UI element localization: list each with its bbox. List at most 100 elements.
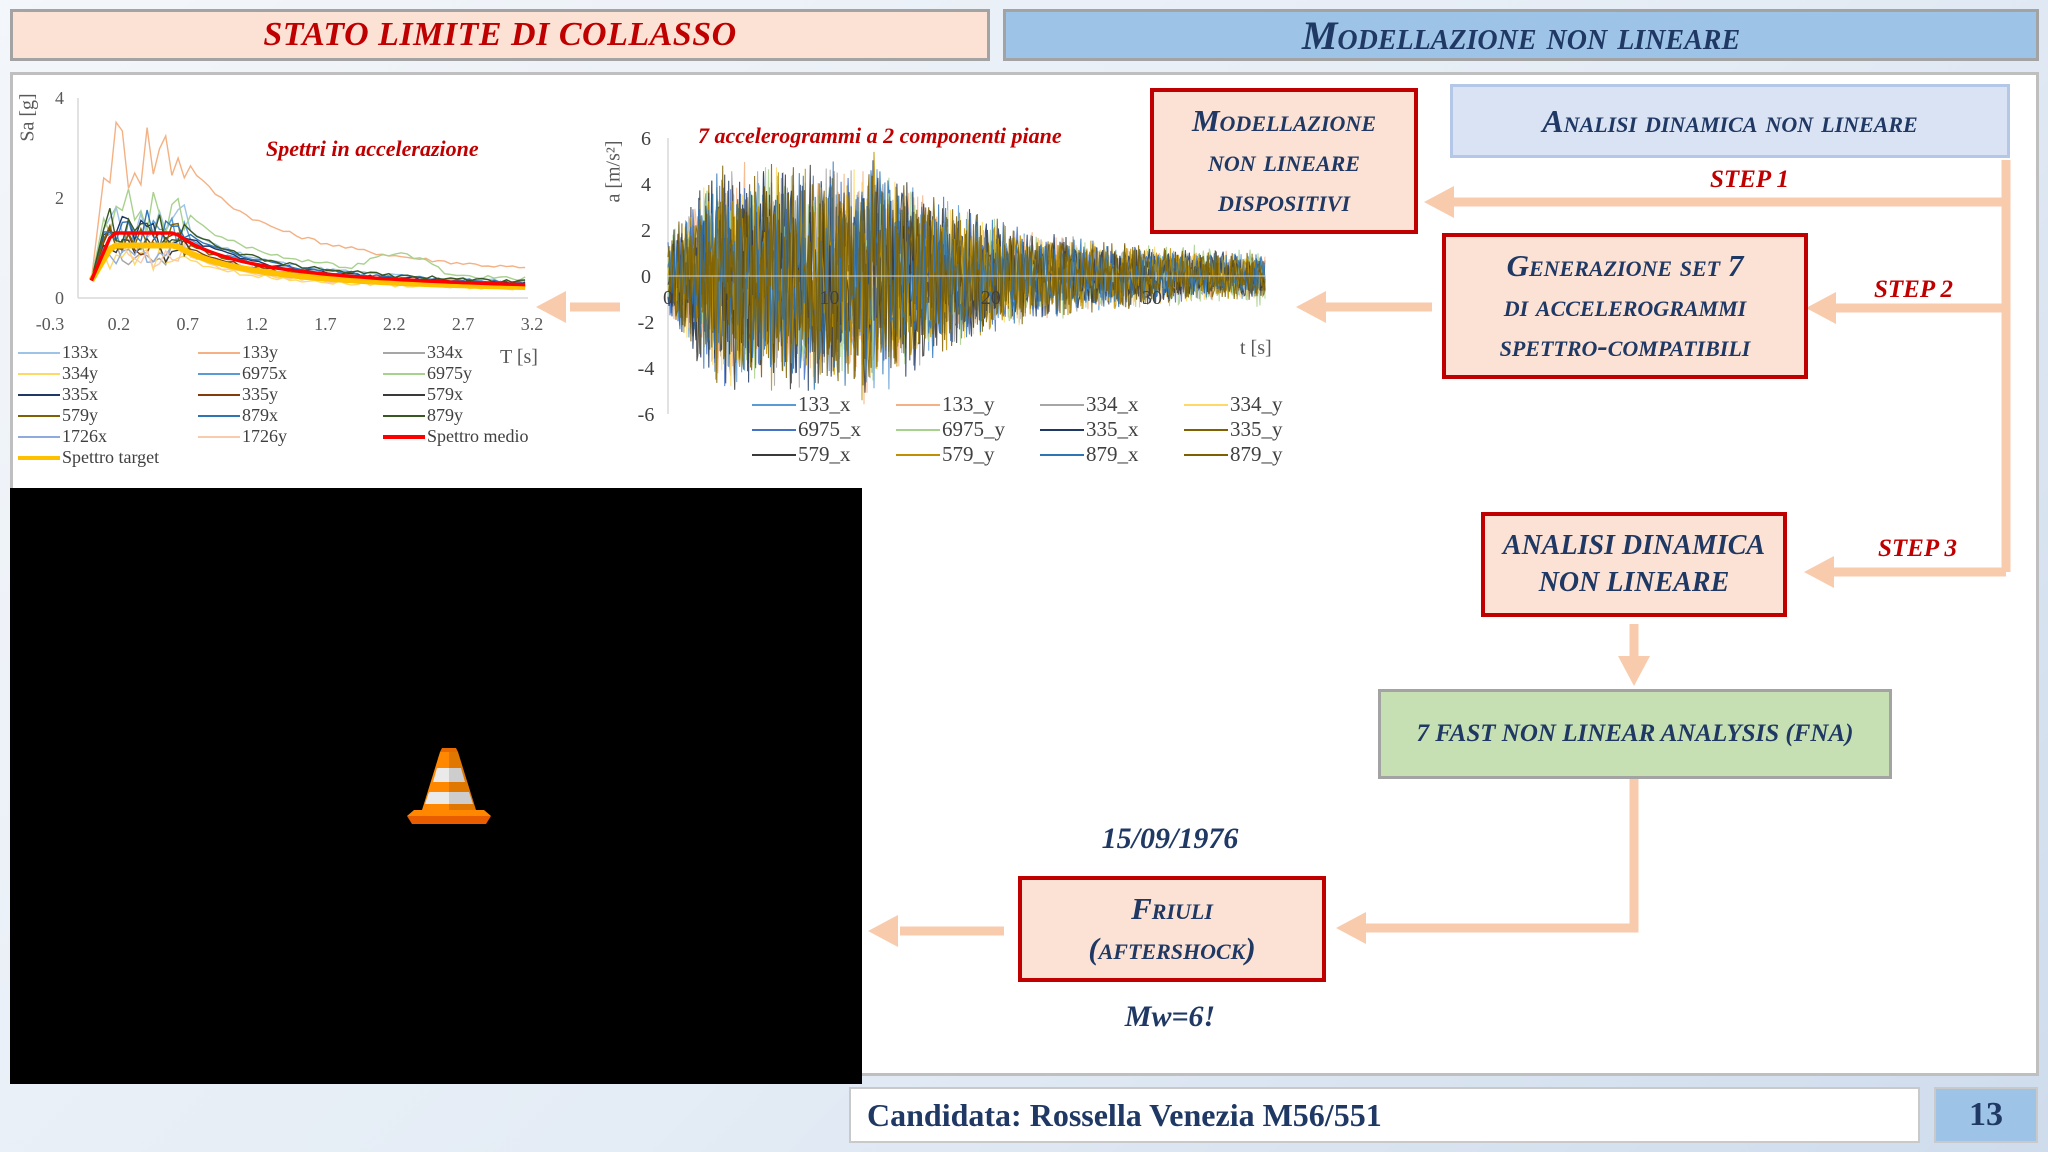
- legend-label: 133x: [62, 342, 98, 362]
- accel-legend: 133_x 133_y 334_x 334_y 6975_x 6975_y 335_x 335…: [752, 392, 1318, 467]
- accel-y-tick: -4: [638, 358, 655, 380]
- legend-label: 579x: [427, 384, 463, 404]
- accel-legend-item: 334_y: [1184, 392, 1318, 417]
- legend-label: 335_y: [1230, 417, 1283, 441]
- spectra-legend-item: 335y: [198, 384, 373, 405]
- spectra-legend-item: 1726x: [18, 426, 188, 447]
- spectra-chart: 4 2 0 -0.3 0.2 0.7 1.2 1.7 2.2 2.7 3.2: [36, 88, 544, 334]
- accel-legend-item: 133_x: [752, 392, 886, 417]
- legend-label: 6975x: [242, 363, 287, 383]
- generazione-text: Generazione set 7 di accelerogrammi spet…: [1499, 247, 1751, 364]
- legend-swatch: [198, 372, 240, 375]
- legend-swatch: [383, 372, 425, 375]
- accel-x-tick: 0: [663, 287, 673, 309]
- legend-label: 133y: [242, 342, 278, 362]
- spectra-x-axis-label: T [s]: [500, 346, 538, 368]
- spectra-x-tick: 0.7: [176, 314, 199, 334]
- legend-label: 1726y: [242, 426, 287, 446]
- legend-swatch: [896, 403, 940, 406]
- legend-swatch: [18, 372, 60, 375]
- legend-swatch: [752, 428, 796, 431]
- analisi-box: ANALISI DINAMICA NON LINEARE: [1481, 512, 1787, 617]
- vlc-cone-icon: [407, 748, 491, 824]
- legend-label: 879x: [242, 405, 278, 425]
- slide-topic-title: Modellazione non lineare: [1003, 9, 2039, 61]
- spectra-legend-item: 335x: [18, 384, 188, 405]
- legend-swatch: [198, 351, 240, 354]
- accel-y-tick: -2: [638, 312, 655, 334]
- legend-label: 334_x: [1086, 392, 1139, 416]
- spectra-y-tick: 4: [55, 88, 64, 108]
- accel-y-tick: 6: [641, 128, 651, 150]
- legend-label: 579_y: [942, 442, 995, 466]
- legend-swatch: [198, 393, 240, 396]
- spectra-legend-item: 334x: [383, 342, 558, 363]
- spectra-x-tick: 1.2: [245, 314, 267, 334]
- spectra-legend-item: 879x: [198, 405, 373, 426]
- accel-legend-item: 133_y: [896, 392, 1030, 417]
- accel-x-axis-label: t [s]: [1240, 337, 1272, 359]
- legend-swatch: [383, 434, 425, 439]
- spettro-target-line: [88, 242, 526, 290]
- accel-x-tick: 20: [981, 287, 1001, 309]
- legend-swatch: [198, 435, 240, 438]
- accel-y-tick: 0: [641, 266, 651, 288]
- legend-label: 133_x: [798, 392, 851, 416]
- legend-label: 6975_x: [798, 417, 861, 441]
- spectra-x-tick: 1.7: [314, 314, 337, 334]
- spectra-legend-item: 579y: [18, 405, 188, 426]
- legend-swatch: [1184, 428, 1228, 431]
- legend-swatch: [18, 393, 60, 396]
- legend-label: 579y: [62, 405, 98, 425]
- accel-y-tick: -6: [638, 404, 655, 426]
- modellazione-box: Modellazione non lineare dispositivi: [1150, 88, 1418, 234]
- accel-legend-item: 879_x: [1040, 442, 1174, 467]
- legend-label: 879_y: [1230, 442, 1283, 466]
- spectrum-133y: [90, 120, 526, 281]
- legend-label: 334_y: [1230, 392, 1283, 416]
- accel-chart-title: 7 accelerogrammi a 2 componenti piane: [698, 123, 1062, 148]
- legend-swatch: [1040, 403, 1084, 406]
- legend-label: 335y: [242, 384, 278, 404]
- accel-legend-item: 579_y: [896, 442, 1030, 467]
- legend-swatch: [752, 453, 796, 456]
- legend-swatch: [1184, 403, 1228, 406]
- legend-label: 579_x: [798, 442, 851, 466]
- spectra-y-tick: 2: [55, 188, 64, 208]
- legend-swatch: [896, 453, 940, 456]
- accel-x-tick: 30: [1142, 287, 1162, 309]
- legend-swatch: [752, 403, 796, 406]
- event-date: 15/09/1976: [1101, 822, 1239, 855]
- accel-legend-item: 334_x: [1040, 392, 1174, 417]
- video-player[interactable]: [10, 488, 862, 1084]
- step3-label: STEP 3: [1878, 535, 1957, 562]
- friuli-box: Friuli (aftershock): [1018, 876, 1326, 982]
- analisi-dinamica-header-box: Analisi dinamica non lineare: [1450, 84, 2010, 158]
- spectra-legend-item: 579x: [383, 384, 558, 405]
- legend-label: 6975y: [427, 363, 472, 383]
- legend-label: 879_x: [1086, 442, 1139, 466]
- accel-legend-item: 6975_y: [896, 417, 1030, 442]
- legend-swatch: [198, 414, 240, 417]
- spectra-legend-item: 133y: [198, 342, 373, 363]
- legend-swatch: [18, 414, 60, 417]
- friuli-text: Friuli (aftershock): [1088, 890, 1256, 966]
- legend-swatch: [1040, 453, 1084, 456]
- accel-legend-item: 579_x: [752, 442, 886, 467]
- legend-swatch: [18, 351, 60, 354]
- candidate-name: Candidata: Rossella Venezia M56/551: [849, 1087, 1920, 1143]
- spectra-x-tick: 2.7: [452, 314, 475, 334]
- generazione-box: Generazione set 7 di accelerogrammi spet…: [1442, 233, 1808, 379]
- spectra-x-tick: -0.3: [36, 314, 65, 334]
- accel-legend-item: 879_y: [1184, 442, 1318, 467]
- spectra-legend-item: 133x: [18, 342, 188, 363]
- legend-swatch: [383, 351, 425, 354]
- spectrum-879y: [90, 208, 526, 284]
- spectra-legend-item: 334y: [18, 363, 188, 384]
- legend-label: Spettro medio: [427, 426, 529, 446]
- magnitude-text: Mw=6!: [1124, 1000, 1216, 1033]
- modellazione-text: Modellazione non lineare dispositivi: [1191, 102, 1376, 219]
- page-number: 13: [1934, 1087, 2038, 1143]
- legend-swatch: [18, 435, 60, 438]
